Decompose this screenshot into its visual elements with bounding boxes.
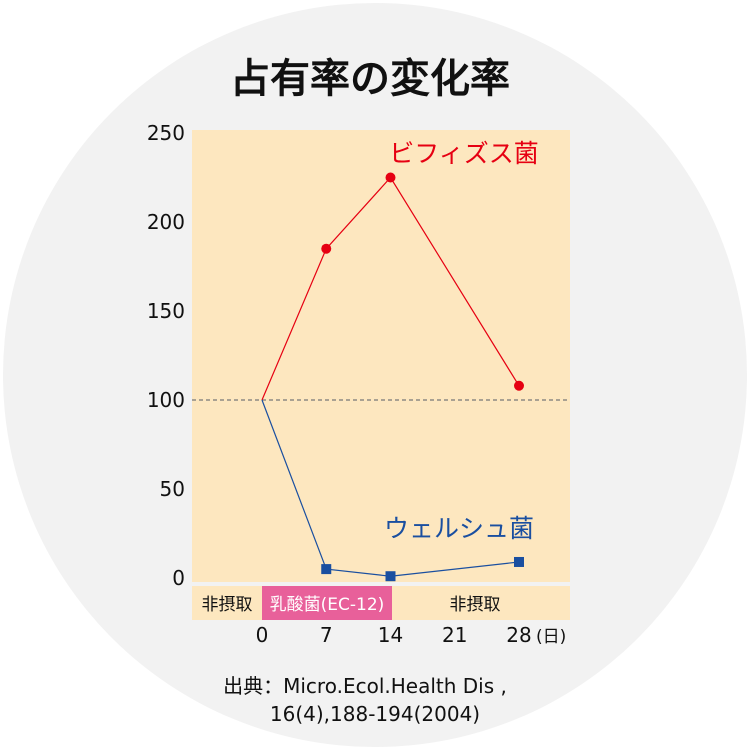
series-layer: [261, 172, 524, 582]
y-tick-label: 250: [147, 121, 185, 145]
series-line-0: [261, 176, 520, 401]
data-point: [514, 556, 524, 567]
data-point: [321, 243, 332, 254]
y-tick-label: 100: [147, 388, 185, 412]
series-label-welch: ウェルシュ菌: [384, 514, 534, 543]
source-line-2: 16(4),188-194(2004): [270, 702, 480, 726]
y-tick-label: 0: [172, 566, 185, 590]
source-line-1: 出典：Micro.Ecol.Health Dis ,: [223, 674, 507, 698]
y-tick-label: 150: [147, 299, 185, 323]
x-tick-label: 0: [256, 623, 269, 647]
data-point: [385, 172, 396, 183]
x-tick-label: 7: [320, 623, 333, 647]
data-point: [321, 564, 332, 575]
series-line-1: [261, 399, 520, 577]
data-point: [385, 571, 396, 582]
intake-during-label: 乳酸菌(EC-12): [270, 595, 385, 615]
y-axis-ticks: 0 50 100 150 200 250: [147, 121, 185, 590]
series-label-bifidus: ビフィズス菌: [389, 139, 539, 168]
intake-before-label: 非摂取: [202, 595, 253, 615]
intake-highlight: [262, 586, 392, 620]
y-tick-label: 200: [147, 210, 185, 234]
data-point: [514, 380, 524, 391]
x-tick-label: 14: [378, 623, 403, 647]
x-tick-label: 21: [442, 623, 467, 647]
y-tick-label: 50: [160, 477, 185, 501]
intake-after-label: 非摂取: [450, 595, 501, 615]
chart-title: 占有率の変化率: [230, 56, 510, 102]
x-unit-label: (日): [536, 627, 566, 647]
x-tick-label: 28: [506, 623, 531, 647]
plot-area: [192, 130, 570, 582]
x-axis-ticks: 0 7 14 21 28 (日): [256, 623, 567, 647]
